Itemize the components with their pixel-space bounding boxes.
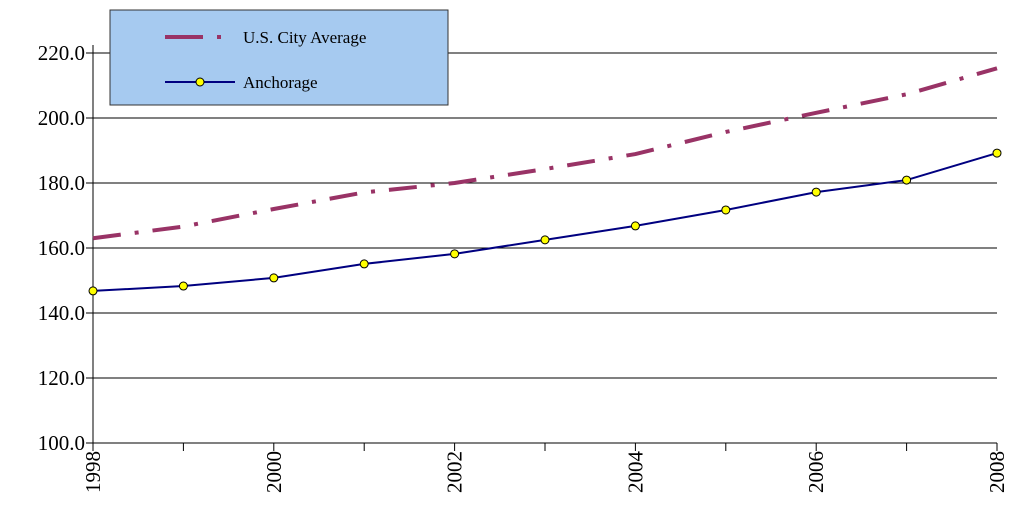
data-point <box>992 148 1002 158</box>
x-tick-label: 2006 <box>804 451 828 493</box>
x-tick-label: 2008 <box>985 451 1009 493</box>
legend-label: U.S. City Average <box>243 28 366 47</box>
legend-label: Anchorage <box>243 73 318 92</box>
data-point <box>902 175 912 185</box>
x-tick-label: 2000 <box>262 451 286 493</box>
y-tick-label: 200.0 <box>38 106 85 130</box>
legend-marker <box>195 77 205 87</box>
x-tick-label: 2004 <box>623 451 647 494</box>
y-tick-label: 160.0 <box>38 236 85 260</box>
series-line <box>92 66 998 241</box>
series-line <box>92 152 998 292</box>
x-tick-label: 1998 <box>81 451 105 493</box>
y-tick-label: 140.0 <box>38 301 85 325</box>
data-point <box>359 259 369 269</box>
data-point <box>630 221 640 231</box>
x-tick-label: 2002 <box>443 451 467 493</box>
y-tick-label: 100.0 <box>38 431 85 455</box>
data-point <box>269 273 279 283</box>
data-point <box>88 286 98 296</box>
y-tick-label: 120.0 <box>38 366 85 390</box>
y-tick-label: 180.0 <box>38 171 85 195</box>
data-point <box>540 235 550 245</box>
data-point <box>811 187 821 197</box>
legend-box <box>109 9 449 106</box>
y-tick-label: 220.0 <box>38 41 85 65</box>
data-point <box>721 205 731 215</box>
data-point <box>450 249 460 259</box>
data-point <box>178 281 188 291</box>
